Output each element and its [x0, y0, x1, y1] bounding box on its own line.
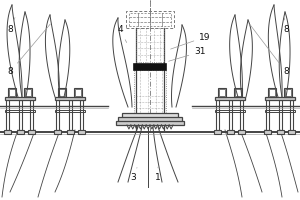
Bar — [6, 100, 8, 130]
Bar — [284, 88, 292, 97]
Bar — [265, 110, 295, 112]
Bar — [4, 130, 11, 134]
Bar — [134, 64, 166, 70]
Bar — [234, 88, 242, 97]
Bar — [54, 130, 61, 134]
Text: 1: 1 — [155, 167, 161, 182]
Bar — [75, 88, 81, 96]
Text: 8: 8 — [7, 18, 15, 34]
Bar — [277, 130, 284, 134]
Bar — [19, 100, 22, 130]
Bar — [214, 130, 221, 134]
Bar — [240, 100, 242, 130]
Bar — [116, 121, 184, 125]
Bar — [122, 113, 178, 118]
Text: 8: 8 — [250, 24, 289, 76]
Bar — [55, 110, 85, 112]
Bar — [17, 130, 24, 134]
Bar — [218, 88, 226, 97]
Bar — [30, 100, 32, 130]
Bar — [227, 130, 234, 134]
Text: 8: 8 — [7, 24, 50, 76]
Text: 3: 3 — [130, 168, 137, 182]
Bar — [219, 88, 225, 96]
Bar — [56, 100, 58, 130]
Bar — [118, 117, 182, 122]
Bar — [55, 97, 85, 100]
Bar — [9, 88, 15, 96]
Bar — [266, 100, 268, 130]
Bar — [67, 130, 74, 134]
Text: 4: 4 — [117, 25, 127, 43]
Bar — [5, 97, 35, 100]
Text: 19: 19 — [171, 32, 211, 49]
Bar — [215, 97, 245, 100]
Bar — [58, 88, 66, 97]
Bar — [215, 110, 245, 112]
Text: 31: 31 — [169, 47, 206, 61]
Bar — [216, 100, 218, 130]
Bar — [235, 88, 241, 96]
Bar — [25, 88, 31, 96]
Bar — [268, 88, 276, 97]
Bar — [126, 11, 174, 28]
Bar — [59, 88, 65, 96]
Bar — [78, 130, 85, 134]
Bar — [8, 88, 16, 97]
Bar — [229, 100, 232, 130]
Bar — [279, 100, 281, 130]
Bar — [288, 130, 295, 134]
Bar — [5, 110, 35, 112]
Bar — [238, 130, 245, 134]
Bar — [69, 100, 71, 130]
Bar — [136, 28, 164, 62]
Bar — [264, 130, 271, 134]
Bar — [269, 88, 275, 96]
Bar — [285, 88, 291, 96]
Text: 8: 8 — [283, 18, 289, 34]
Bar — [134, 70, 166, 114]
Bar — [265, 97, 295, 100]
Bar — [129, 13, 171, 26]
Bar — [74, 88, 82, 97]
Bar — [28, 130, 35, 134]
Bar — [80, 100, 83, 130]
Bar — [290, 100, 292, 130]
Bar — [24, 88, 32, 97]
